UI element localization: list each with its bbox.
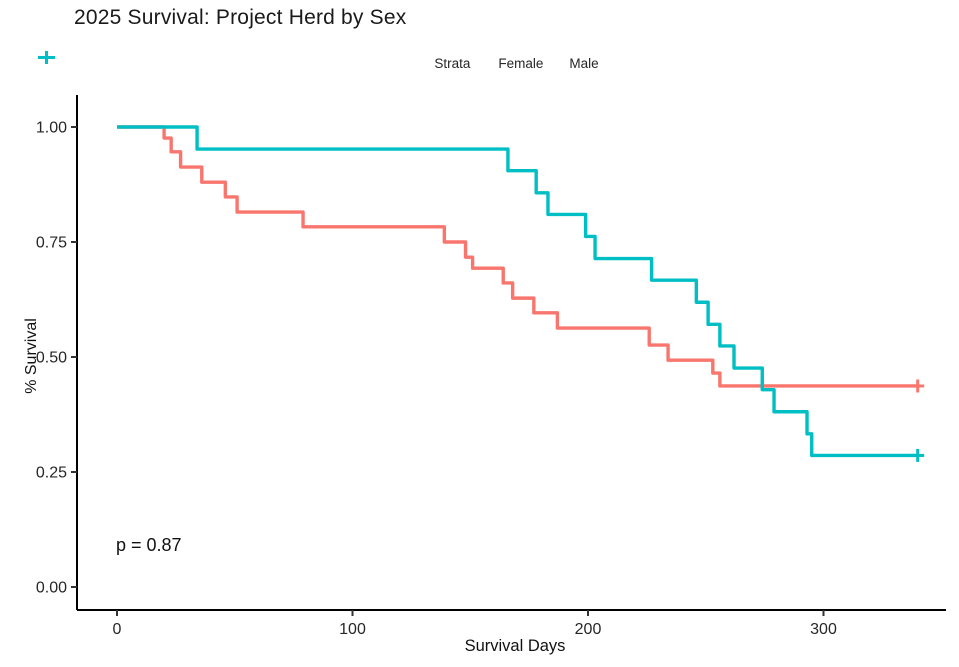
- p-value-annotation: p = 0.87: [116, 535, 182, 555]
- survival-curve-female: [117, 125, 918, 388]
- x-tick-label: 100: [339, 621, 366, 638]
- x-tick-label: 0: [113, 621, 122, 638]
- survival-curve-male: [117, 125, 918, 458]
- y-tick-label: 0.00: [36, 580, 67, 597]
- legend-item-male: Male: [38, 51, 599, 71]
- legend-title: Strata: [434, 55, 471, 71]
- y-axis-label: % Survival: [23, 318, 40, 394]
- y-tick-label: 0.75: [36, 235, 67, 252]
- legend-item-label: Male: [569, 55, 599, 71]
- x-tick-label: 300: [810, 621, 837, 638]
- y-tick-label: 1.00: [36, 120, 67, 137]
- legend: Strata Female Male: [37, 50, 959, 76]
- x-tick-label: 200: [575, 621, 602, 638]
- y-tick-label: 0.50: [36, 350, 67, 367]
- y-tick-label: 0.25: [36, 465, 67, 482]
- chart-title: 2025 Survival: Project Herd by Sex: [74, 6, 407, 29]
- legend-item-label: Female: [498, 55, 544, 71]
- x-axis-label: Survival Days: [464, 637, 566, 655]
